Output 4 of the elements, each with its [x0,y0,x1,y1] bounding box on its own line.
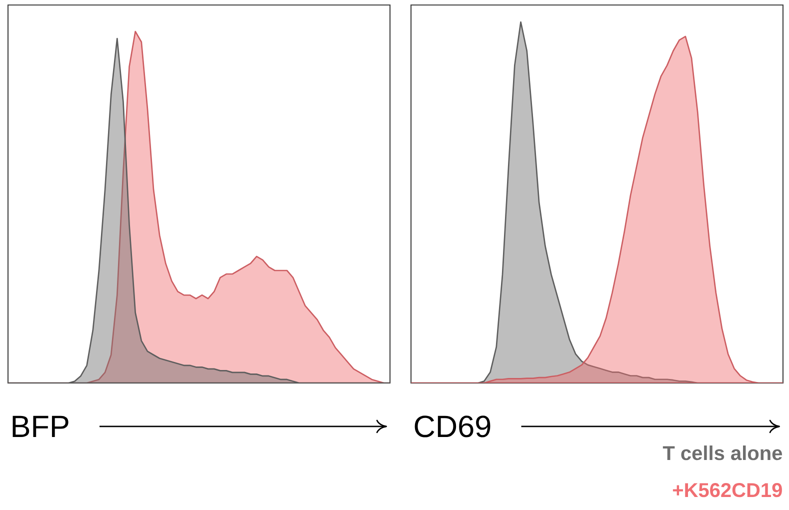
x-axis-title: BFP [12,416,68,437]
x-axis-title: CD69 [414,416,490,438]
text: +K562CD19 [672,483,782,498]
text: T cells alone [662,445,782,460]
